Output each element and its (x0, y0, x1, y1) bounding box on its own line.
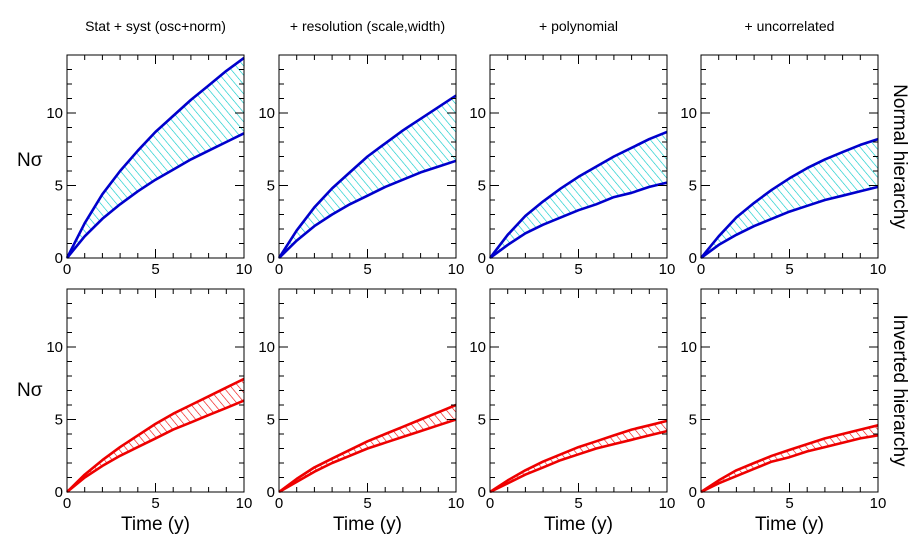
y-tick-label: 0 (267, 250, 275, 267)
x-tick-label: 5 (151, 261, 159, 278)
upper-curve (277, 94, 457, 259)
panel-inverted-4: 0 5 10 0 5 10 (680, 288, 887, 512)
y-tick-label: 0 (478, 250, 486, 267)
lower-curve (66, 399, 245, 494)
upper-curve (278, 403, 457, 494)
lower-curve (700, 185, 879, 260)
x-tick-label: 0 (275, 261, 283, 278)
x-tick-label: 0 (486, 495, 494, 512)
upper-curve (700, 424, 879, 494)
panel-normal-1: 0 5 10 0 5 10 (46, 54, 253, 278)
lower-curve (278, 159, 457, 259)
x-tick-label: 5 (574, 261, 582, 278)
column-title: + resolution (scale,width) (290, 18, 445, 34)
y-tick-label: 5 (478, 178, 486, 195)
y-tick-label: 10 (680, 105, 697, 122)
x-tick-label: 0 (63, 261, 71, 278)
lower-curve (489, 429, 668, 494)
sensitivity-band (490, 131, 667, 258)
upper-curve (488, 130, 668, 259)
x-tick-label: 10 (236, 495, 253, 512)
x-tick-label: 10 (236, 261, 253, 278)
upper-curve (489, 419, 668, 494)
x-tick-label: 0 (486, 261, 494, 278)
panel-normal-2: 0 5 10 0 5 10 (258, 54, 465, 278)
column-title: + polynomial (539, 18, 618, 34)
x-tick-label: 10 (659, 261, 676, 278)
sensitivity-band (67, 57, 244, 259)
x-tick-label: 5 (151, 495, 159, 512)
sensitivity-band (701, 139, 878, 258)
sensitivity-band (701, 425, 878, 492)
sensitivity-band (279, 95, 456, 258)
panel-inverted-1: 0 5 10 0 5 10 (46, 288, 253, 512)
x-tick-label: 0 (697, 261, 705, 278)
x-tick-label: 10 (870, 261, 887, 278)
lower-curve (700, 434, 879, 494)
y-tick-label: 0 (689, 484, 697, 501)
x-axis-label: Time (y) (544, 514, 613, 535)
panel-normal-4: 0 5 10 0 5 10 (680, 54, 887, 278)
upper-curve (66, 377, 245, 493)
y-tick-label: 0 (478, 484, 486, 501)
y-tick-label: 0 (55, 484, 63, 501)
y-axis-label: Nσ (17, 150, 43, 171)
lower-curve (65, 132, 245, 259)
x-axis-label: Time (y) (755, 514, 824, 535)
row-label-inverted: Inverted hierarchy (889, 314, 910, 467)
y-tick-label: 10 (258, 339, 275, 356)
x-tick-label: 0 (697, 495, 705, 512)
x-axis-label: Time (y) (333, 514, 402, 535)
y-tick-label: 5 (267, 178, 275, 195)
x-tick-label: 10 (448, 261, 465, 278)
y-tick-label: 10 (469, 105, 486, 122)
plot-frame (489, 288, 668, 493)
lower-curve (489, 181, 668, 260)
y-tick-label: 5 (267, 412, 275, 429)
x-tick-label: 0 (275, 495, 283, 512)
x-tick-label: 5 (785, 261, 793, 278)
y-tick-label: 5 (55, 178, 63, 195)
lower-curve (278, 418, 457, 494)
plot-frame (700, 288, 879, 493)
panel-inverted-2: 0 5 10 0 5 10 (258, 288, 465, 512)
column-title: Stat + syst (osc+norm) (85, 18, 226, 34)
x-tick-label: 0 (63, 495, 71, 512)
upper-curve (65, 56, 245, 259)
sensitivity-band (490, 420, 667, 492)
x-tick-label: 10 (870, 495, 887, 512)
panel-normal-3: 0 5 10 0 5 10 (469, 54, 676, 278)
y-tick-label: 0 (689, 250, 697, 267)
y-tick-label: 10 (46, 105, 63, 122)
x-axis-label: Time (y) (121, 514, 190, 535)
y-axis-label: Nσ (17, 380, 43, 401)
upper-curve (699, 137, 879, 259)
x-tick-label: 10 (448, 495, 465, 512)
x-tick-label: 10 (659, 495, 676, 512)
sensitivity-band (67, 378, 244, 492)
plot-frame (66, 288, 245, 493)
x-tick-label: 5 (574, 495, 582, 512)
y-tick-label: 5 (478, 412, 486, 429)
y-tick-label: 5 (689, 178, 697, 195)
x-tick-label: 5 (363, 495, 371, 512)
y-tick-label: 10 (680, 339, 697, 356)
y-tick-label: 10 (469, 339, 486, 356)
row-label-normal: Normal hierarchy (889, 84, 910, 229)
panels: 0 5 10 0 5 10 0 5 10 0 5 10 0 5 10 0 5 10 0 5 10 0 5 10 0 5 10 0 5 10… (46, 54, 887, 512)
y-tick-label: 10 (46, 339, 63, 356)
y-tick-label: 0 (267, 484, 275, 501)
x-tick-label: 5 (363, 261, 371, 278)
x-tick-label: 5 (785, 495, 793, 512)
column-title: + uncorrelated (745, 18, 835, 34)
y-tick-label: 5 (689, 412, 697, 429)
y-tick-label: 5 (55, 412, 63, 429)
y-tick-label: 10 (258, 105, 275, 122)
labels: Stat + syst (osc+norm) + resolution (scal… (17, 18, 910, 535)
panel-inverted-3: 0 5 10 0 5 10 (469, 288, 676, 512)
y-tick-label: 0 (55, 250, 63, 267)
plot-frame (278, 288, 457, 493)
